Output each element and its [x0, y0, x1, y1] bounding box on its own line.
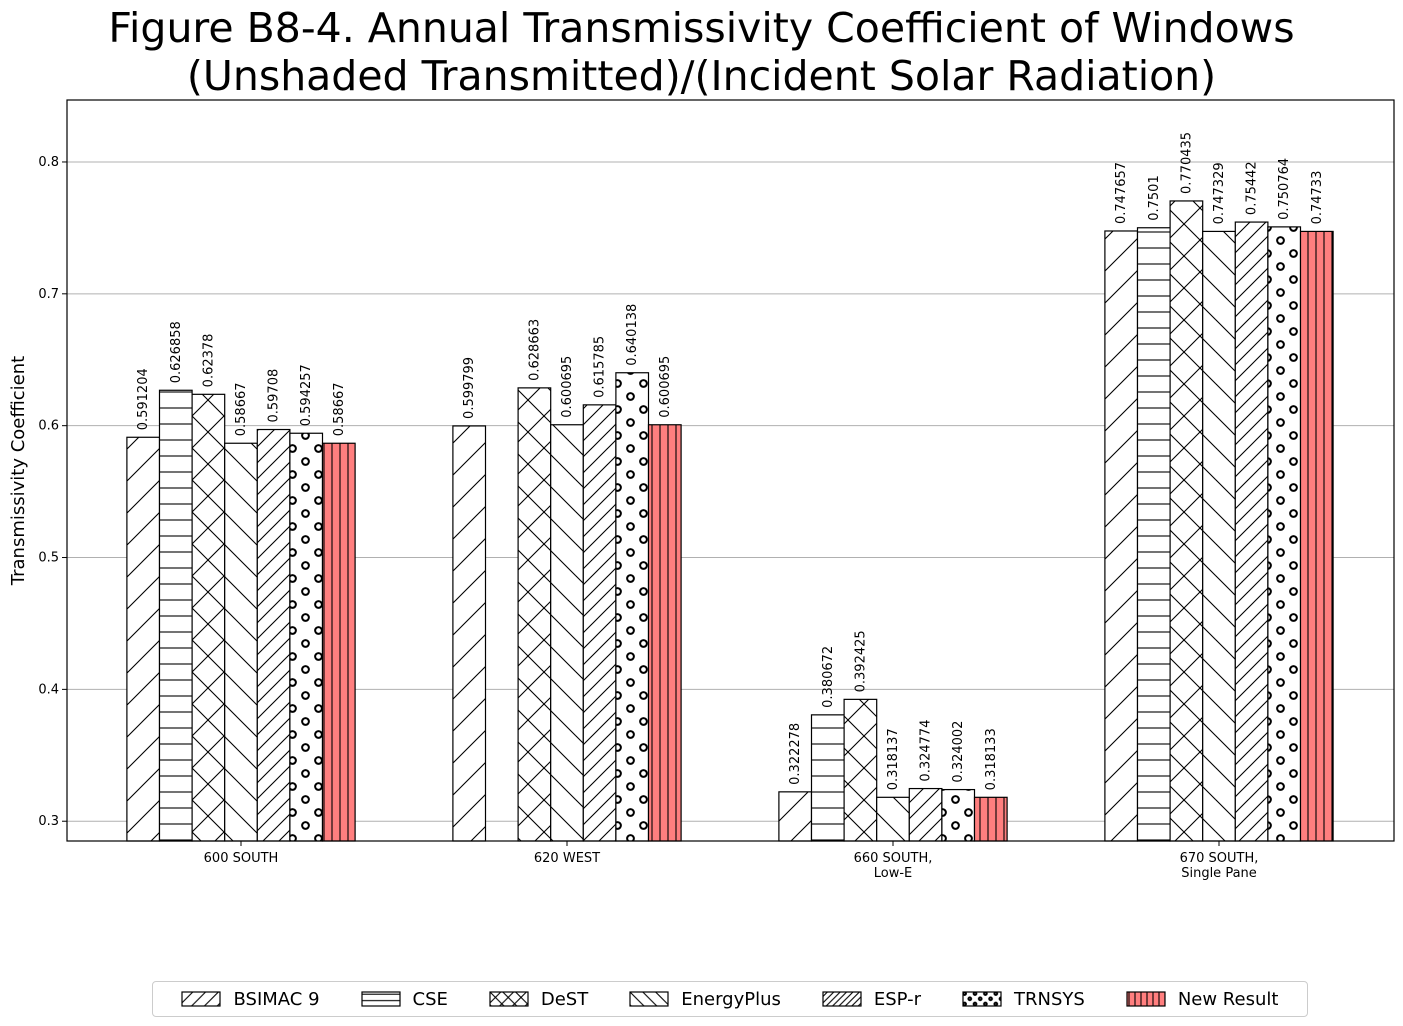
data-label: 0.615785 — [593, 336, 608, 398]
data-label: 0.324002 — [951, 721, 966, 783]
legend-label: CSE — [412, 988, 448, 1010]
bar — [1169, 200, 1204, 842]
data-label: 0.747329 — [1212, 162, 1227, 224]
bar — [517, 387, 552, 842]
data-label: 0.628663 — [527, 319, 542, 381]
data-label: 0.594257 — [299, 364, 314, 426]
data-label: 0.392425 — [853, 630, 868, 692]
bar — [191, 393, 226, 842]
data-label: 0.591204 — [136, 368, 151, 430]
bar — [973, 796, 1008, 842]
x-tick-label: 600 SOUTH — [204, 851, 279, 866]
legend-swatch — [822, 991, 862, 1007]
data-label: 0.380672 — [821, 646, 836, 708]
bar — [126, 436, 161, 842]
bar — [256, 428, 291, 842]
chart-title-line2: (Unshaded Transmitted)/(Incident Solar R… — [186, 52, 1217, 100]
legend-swatch — [181, 991, 222, 1007]
bar — [289, 432, 324, 842]
bar — [778, 791, 813, 842]
y-tick-label: 0.3 — [38, 814, 59, 829]
bar — [1267, 226, 1302, 842]
chart-title-line1: Figure B8-4. Annual Transmissivity Coeff… — [108, 4, 1295, 52]
bar — [1202, 230, 1236, 842]
legend-item: CSE — [360, 988, 448, 1010]
legend-swatch — [629, 991, 669, 1007]
bar — [615, 372, 650, 842]
bar — [941, 788, 976, 842]
legend-swatch — [962, 991, 1002, 1007]
data-label: 0.322278 — [788, 723, 803, 785]
x-tick-label: Single Pane — [1181, 866, 1257, 881]
data-label: 0.640138 — [625, 304, 640, 366]
bar — [158, 389, 193, 842]
legend-swatch — [360, 991, 401, 1007]
data-label: 0.318137 — [886, 728, 901, 790]
y-tick-label: 0.7 — [38, 287, 59, 302]
x-tick-label: 660 SOUTH, — [854, 851, 933, 866]
bar — [224, 442, 258, 842]
y-tick-label: 0.6 — [38, 419, 59, 434]
x-tick-label: 670 SOUTH, — [1180, 851, 1259, 866]
bar — [1104, 230, 1139, 842]
legend-swatch — [1126, 991, 1166, 1007]
legend-swatch — [489, 991, 529, 1007]
bar — [843, 698, 878, 842]
data-label: 0.75442 — [1245, 161, 1260, 215]
legend-label: EnergyPlus — [681, 988, 781, 1010]
y-axis-label: Transmissivity Coefficient — [8, 356, 29, 586]
legend-item: TRNSYS — [962, 989, 1085, 1010]
y-tick-label: 0.5 — [38, 551, 59, 566]
data-label: 0.74733 — [1310, 171, 1325, 225]
data-label: 0.59708 — [267, 369, 282, 423]
x-tick-label: 620 WEST — [534, 851, 600, 866]
legend-label: New Result — [1177, 988, 1279, 1010]
legend-label: TRNSYS — [1014, 988, 1085, 1010]
legend: BSIMAC 9 CSE DeST EnergyPlus ESP-r TRNSYS New … — [152, 981, 1308, 1017]
data-label: 0.324774 — [919, 720, 934, 782]
plot-frame — [66, 99, 1395, 842]
y-tick-label: 0.4 — [38, 682, 59, 697]
chart-title: Figure B8-4. Annual Transmissivity Coeff… — [0, 4, 1403, 100]
data-label: 0.747657 — [1114, 162, 1129, 224]
data-label: 0.626858 — [169, 321, 184, 383]
legend-label: BSIMAC 9 — [233, 988, 320, 1010]
y-tick-label: 0.8 — [38, 155, 59, 170]
legend-item: EnergyPlus — [629, 989, 781, 1010]
bar — [908, 787, 943, 842]
bar — [582, 404, 617, 842]
bar — [810, 714, 845, 842]
data-label: 0.770435 — [1179, 132, 1194, 194]
legend-item: BSIMAC 9 — [181, 988, 320, 1010]
legend-item: New Result — [1126, 988, 1279, 1010]
bar — [550, 424, 584, 842]
x-tick-label: Low-E — [874, 866, 913, 881]
bar — [321, 442, 356, 842]
bar — [1234, 221, 1269, 842]
data-label: 0.599799 — [462, 357, 477, 419]
bar — [1136, 227, 1171, 842]
bar — [452, 425, 487, 842]
data-label: 0.750764 — [1277, 158, 1292, 220]
data-label: 0.62378 — [201, 334, 216, 388]
data-label: 0.600695 — [658, 356, 673, 418]
legend-item: DeST — [489, 989, 588, 1010]
data-label: 0.58667 — [234, 382, 249, 436]
data-label: 0.58667 — [332, 382, 347, 436]
bar — [647, 424, 682, 842]
data-label: 0.7501 — [1147, 175, 1162, 221]
legend-label: ESP-r — [873, 988, 922, 1010]
bar — [876, 796, 910, 842]
legend-label: DeST — [540, 988, 589, 1010]
bar — [1299, 230, 1334, 842]
data-label: 0.318133 — [984, 728, 999, 790]
data-label: 0.600695 — [560, 356, 575, 418]
legend-item: ESP-r — [822, 989, 921, 1010]
